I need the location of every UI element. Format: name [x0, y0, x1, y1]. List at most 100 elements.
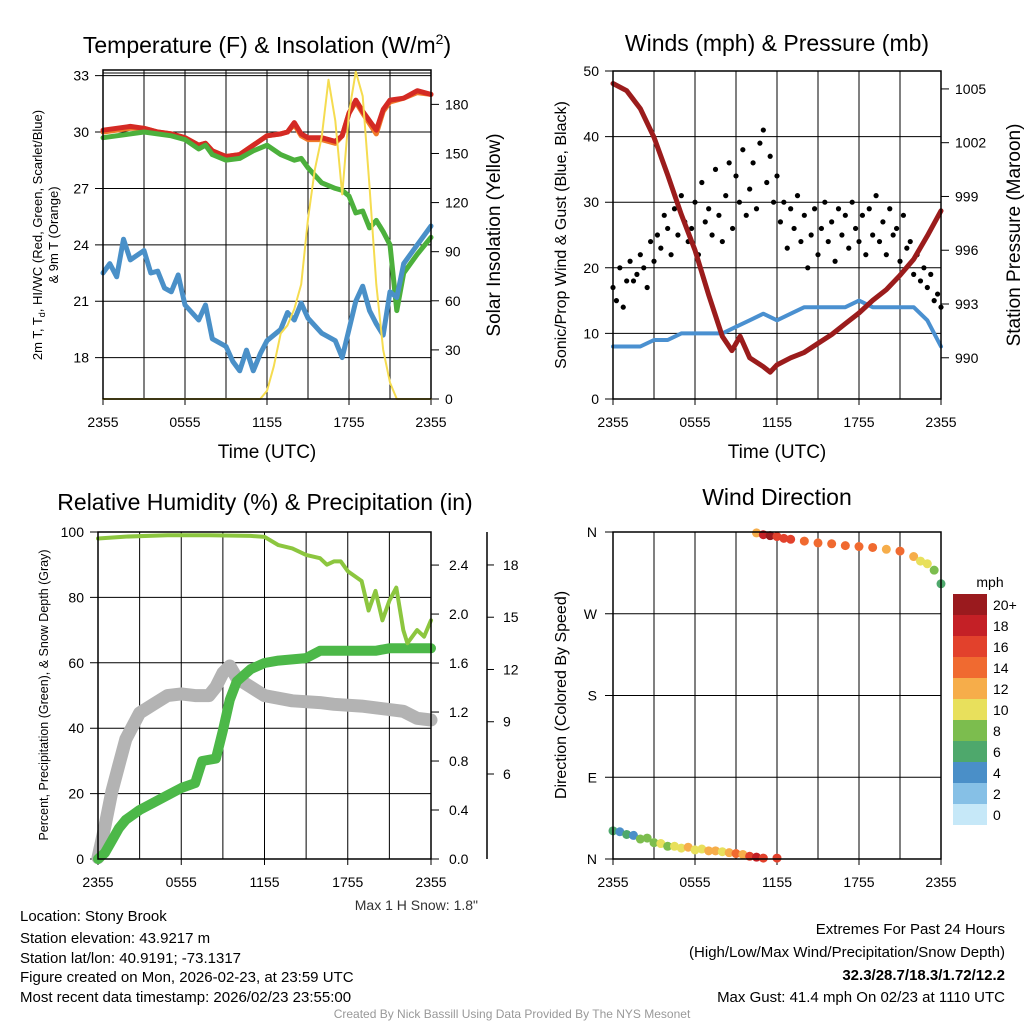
gust-point	[924, 284, 930, 291]
gust-point	[654, 232, 661, 238]
footer-recent: Most recent data timestamp: 2026/02/23 2…	[20, 989, 351, 1006]
winds-ytick-label: 30	[583, 194, 599, 210]
winds-ytick-label: 50	[583, 63, 599, 79]
legend-label: 2	[993, 786, 1001, 802]
winds-ytick-label: 10	[583, 325, 599, 341]
direction-point	[916, 556, 925, 566]
gust-point	[627, 258, 633, 264]
insolation-ytick-label: 30	[445, 342, 461, 358]
gust-point	[801, 212, 807, 218]
max-gust: Max Gust: 41.4 mph On 02/23 at 1110 UTC	[717, 989, 1005, 1006]
pressure-y-label: Station Pressure (Maroon)	[1004, 124, 1024, 347]
legend-swatch	[953, 741, 987, 762]
rh-ytick-label: 100	[61, 524, 85, 540]
gust-point	[709, 232, 715, 238]
gust-point	[733, 173, 739, 179]
gust-point	[791, 225, 797, 232]
direction-point	[779, 533, 789, 543]
temp-xtick-label: 1755	[333, 414, 364, 430]
gust-point	[777, 219, 784, 225]
direction-point	[670, 841, 679, 851]
direction-point	[922, 559, 932, 569]
direction-point	[799, 536, 809, 546]
legend-swatch	[953, 615, 987, 636]
gust-point	[798, 238, 804, 245]
gust-point	[818, 225, 825, 232]
rh-ytick-label: 80	[68, 589, 84, 605]
gust-point	[770, 199, 777, 205]
snow-ytick-label: 9	[503, 714, 511, 730]
gust-point	[760, 127, 766, 133]
gust-point	[702, 219, 708, 225]
gust-point	[842, 212, 848, 218]
pressure-ytick-label: 1005	[955, 81, 986, 97]
legend-label: 6	[993, 744, 1001, 760]
gust-point	[805, 265, 811, 271]
gust-point	[753, 206, 760, 212]
gust-point	[706, 206, 712, 212]
insolation-y-label: Solar Insolation (Yellow)	[484, 133, 505, 336]
gust-point	[904, 245, 910, 251]
gust-point	[856, 238, 862, 245]
gust-point	[876, 238, 883, 245]
footer-created: Figure created on Mon, 2026-02-23, at 23…	[20, 969, 354, 986]
wind-direction-title: Wind Direction	[702, 484, 852, 510]
gust-point	[866, 206, 872, 212]
gust-point	[617, 265, 623, 271]
rh-ytick-label: 20	[68, 786, 84, 802]
gust-point	[736, 199, 743, 205]
gust-point	[692, 199, 698, 205]
direction-y-label: Direction (Colored By Speed)	[553, 591, 570, 799]
direction-point	[629, 830, 638, 840]
winds-xtick-label: 0555	[679, 414, 710, 430]
direction-point	[881, 544, 891, 554]
temp-ytick-label: 21	[73, 293, 89, 309]
gust-point	[815, 252, 821, 258]
extremes-fields: (High/Low/Max Wind/Precipitation/Snow De…	[689, 944, 1005, 961]
rh-xtick-label: 1755	[332, 874, 363, 890]
gust-point	[750, 160, 756, 166]
pressure-line	[610, 81, 944, 375]
gust-point	[665, 225, 671, 232]
direction-xtick-label: 2355	[597, 874, 628, 890]
gust-point	[634, 271, 640, 277]
snow-ytick-label: 18	[503, 557, 519, 573]
gust-point	[825, 238, 831, 245]
gust-point	[747, 186, 753, 192]
winds-ytick-label: 0	[591, 391, 599, 407]
legend-label: 14	[993, 660, 1009, 676]
gust-point	[658, 245, 664, 251]
gust-point	[774, 173, 780, 179]
direction-ytick-label: W	[584, 606, 598, 622]
legend-swatch	[953, 594, 987, 615]
gust-point	[740, 147, 746, 153]
gust-point	[887, 206, 893, 212]
precip-ytick-label: 0.4	[449, 802, 469, 818]
legend-swatch	[953, 804, 987, 825]
pressure-ytick-label: 993	[955, 296, 979, 312]
snow-ytick-label: 15	[503, 609, 519, 625]
gust-point	[781, 199, 787, 205]
legend-swatch	[953, 783, 987, 804]
temp-series-hi/wc	[100, 129, 434, 314]
legend-swatch	[953, 762, 987, 783]
gust-point	[921, 265, 927, 271]
gust-point	[900, 212, 907, 218]
winds-xtick-label: 1155	[762, 414, 792, 430]
rh-xtick-label: 2355	[415, 874, 446, 890]
gust-point	[613, 298, 620, 304]
footer-latlon: Station lat/lon: 40.9191; -73.1317	[20, 950, 241, 967]
gust-point	[863, 252, 869, 258]
gust-point	[716, 212, 722, 218]
rh-xtick-label: 2355	[82, 874, 113, 890]
gust-point	[661, 212, 667, 218]
direction-point	[752, 528, 761, 538]
gust-point	[839, 232, 845, 238]
legend-label: 12	[993, 681, 1009, 697]
legend-label: 8	[993, 723, 1001, 739]
winds-x-label: Time (UTC)	[728, 442, 827, 463]
gust-point	[832, 258, 838, 264]
gust-point	[699, 179, 705, 186]
wind-speed-line	[611, 298, 943, 349]
